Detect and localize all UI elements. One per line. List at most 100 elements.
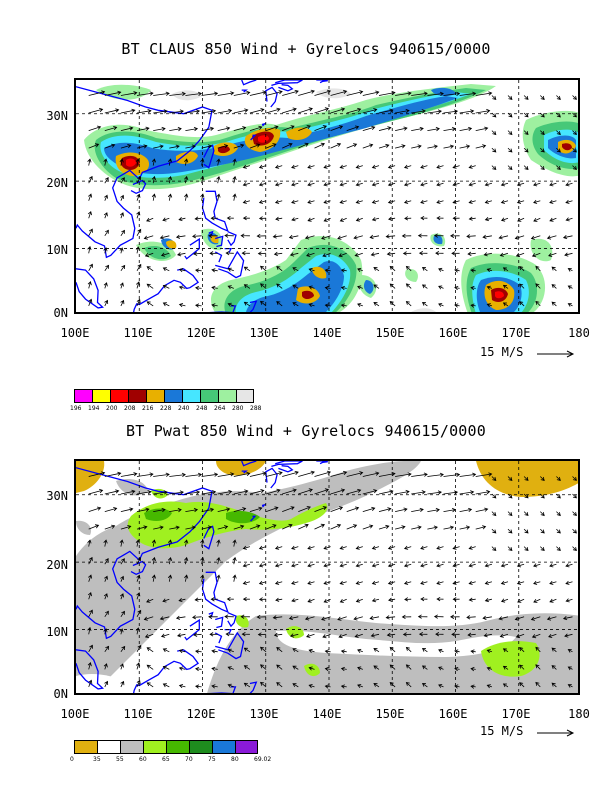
wind-vector [387, 580, 396, 585]
wind-vector [323, 545, 331, 550]
wind-vector [249, 108, 265, 114]
wind-vector [551, 284, 557, 289]
wind-vector [257, 632, 267, 637]
wind-vector [88, 609, 93, 617]
wind-vector [551, 301, 557, 307]
wind-vector [330, 488, 346, 495]
wind-vector [340, 649, 347, 654]
wind-vector [339, 199, 347, 204]
wind-vector [216, 193, 221, 201]
wind-vector [195, 285, 202, 291]
wind-vector [339, 580, 347, 585]
wind-vector [418, 632, 428, 637]
panel2-pwat-shading [76, 461, 578, 693]
wind-vector [136, 228, 142, 237]
wind-vector [404, 597, 412, 602]
wind-vector [104, 680, 109, 688]
wind-vector [308, 303, 315, 308]
wind-vector [291, 182, 299, 187]
wind-vector [291, 580, 299, 585]
wind-vector [289, 252, 299, 257]
wind-vector [167, 556, 173, 565]
wind-vector [405, 681, 412, 688]
wind-vector [321, 616, 331, 621]
wind-vector [459, 472, 477, 477]
wind-vector [362, 471, 380, 477]
wind-vector [88, 143, 100, 149]
wind-vector [288, 615, 299, 621]
wind-vector [427, 507, 440, 513]
wind-vector [346, 107, 362, 114]
wind-vector [337, 616, 347, 621]
wind-vector [523, 528, 529, 534]
wind-vector [452, 545, 460, 550]
wind-vector [167, 193, 173, 201]
wind-vector [210, 216, 218, 221]
wind-vector [491, 95, 497, 100]
wind-vector [324, 649, 331, 654]
wind-vector [389, 681, 396, 688]
wind-vector [226, 596, 234, 602]
wind-vector [104, 90, 122, 96]
wind-vector [373, 302, 380, 307]
wind-vector [572, 112, 577, 118]
wind-vector [572, 528, 577, 534]
wind-vector [486, 303, 493, 308]
coastline-segment [203, 525, 215, 550]
wind-vector [119, 158, 124, 166]
wind-vector [355, 182, 363, 187]
wind-vector [459, 490, 475, 495]
wind-vector [330, 143, 342, 149]
wind-vector [565, 199, 573, 204]
wind-vector [104, 108, 120, 114]
wind-vector [491, 476, 497, 481]
wind-vector [443, 472, 461, 478]
wind-vector [567, 684, 573, 688]
wind-vector [475, 144, 487, 149]
coastline-segment [249, 300, 258, 312]
wind-vector [233, 524, 245, 530]
wind-vector [135, 158, 140, 166]
wind-vector [233, 507, 247, 512]
wind-vector [355, 164, 363, 169]
panel2-xlabel-100e: 100E [60, 707, 90, 721]
wind-vector [201, 91, 219, 96]
wind-vector [420, 199, 428, 204]
wind-vector [388, 597, 396, 602]
panel2-ylabel-20n: 20N [46, 558, 68, 572]
wind-vector [88, 506, 102, 512]
wind-vector [201, 490, 217, 495]
wind-vector [484, 563, 493, 568]
wind-vector [135, 539, 140, 547]
panel2-scale-label: 15 M/S [480, 724, 524, 738]
wind-vector [362, 143, 374, 149]
wind-vector [136, 126, 150, 131]
wind-vector [232, 574, 237, 582]
wind-vector [339, 164, 347, 169]
wind-vector [282, 107, 297, 114]
wind-vector [146, 283, 154, 289]
wind-vector [551, 266, 557, 272]
wind-vector [292, 284, 299, 289]
wind-vector [340, 268, 347, 273]
wind-vector [330, 470, 348, 477]
wind-vector [514, 616, 525, 621]
wind-vector [357, 666, 363, 671]
panel2-map [74, 459, 580, 695]
panel1-ylabel-20n: 20N [46, 176, 68, 190]
wind-vector [386, 251, 396, 256]
colorbar-swatch [120, 740, 143, 754]
wind-vector [452, 199, 460, 204]
wind-vector [265, 524, 277, 530]
wind-vector [184, 556, 189, 565]
wind-vector [169, 126, 182, 132]
panel1-title: BT CLAUS 850 Wind + Gyrelocs 940615/0000 [121, 40, 491, 58]
wind-vector [241, 251, 250, 256]
wind-vector [556, 528, 561, 534]
colorbar-label: 248 [196, 405, 208, 412]
coastline-segment [261, 503, 267, 508]
wind-vector [549, 563, 557, 568]
wind-vector [243, 647, 251, 653]
wind-vector [572, 95, 577, 100]
wind-vector [88, 175, 93, 184]
